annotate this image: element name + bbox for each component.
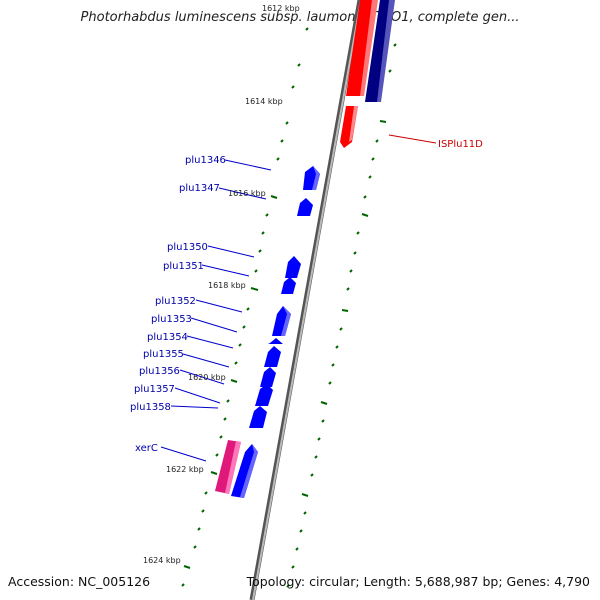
gene-label-plu1350[interactable]: plu1350 <box>167 242 208 253</box>
tick-label-1614: 1614 kbp <box>245 97 283 106</box>
gene-label-plu1356[interactable]: plu1356 <box>139 366 180 377</box>
gene-arrows <box>231 166 320 498</box>
gene-arrow-plu1355[interactable] <box>260 367 276 387</box>
genome-backbone <box>249 0 363 600</box>
accession-text: Accession: NC_005126 <box>8 574 151 589</box>
gene-label-plu1346[interactable]: plu1346 <box>185 155 226 166</box>
kbp-labels: 1612 kbp 1614 kbp 1616 kbp 1618 kbp 1620… <box>143 4 300 565</box>
gene-arrow-plu1347[interactable] <box>297 198 313 216</box>
gene-arrow-plu1357[interactable] <box>249 406 267 428</box>
inner-tick-ring <box>181 27 309 587</box>
gene-label-plu1352[interactable]: plu1352 <box>155 296 196 307</box>
gene-arrow-plu1353[interactable] <box>268 338 283 344</box>
gene-arrow-xerc[interactable] <box>231 444 258 498</box>
gene-label-plu1347[interactable]: plu1347 <box>179 183 220 194</box>
gene-label-plu1358[interactable]: plu1358 <box>130 402 171 413</box>
topology-summary-text: Topology: circular; Length: 5,688,987 bp… <box>246 574 590 589</box>
outer-tick-ring <box>286 43 397 588</box>
tick-label-1612: 1612 kbp <box>262 4 300 13</box>
red-feature-block[interactable] <box>346 0 376 96</box>
gene-label-plu1355[interactable]: plu1355 <box>143 349 184 360</box>
tick-label-1620: 1620 kbp <box>188 373 226 382</box>
outer-features <box>340 0 395 148</box>
gene-label-plu1357[interactable]: plu1357 <box>134 384 175 395</box>
tick-label-1622: 1622 kbp <box>166 465 204 474</box>
genome-title: Photorhabdus luminescens subsp. laumondi… <box>80 10 520 25</box>
gene-label-plu1354[interactable]: plu1354 <box>147 332 188 343</box>
gene-labels: plu1346 plu1347 plu1350 plu1351 plu1352 … <box>130 155 226 454</box>
tick-label-1624: 1624 kbp <box>143 556 181 565</box>
feature-label-isplu11d[interactable]: ISPlu11D <box>438 139 483 150</box>
gene-arrow-plu1351[interactable] <box>281 277 296 294</box>
gene-arrow-highlights <box>240 166 320 498</box>
gene-arrow-plu1354[interactable] <box>264 346 281 367</box>
tick-label-1618: 1618 kbp <box>208 281 246 290</box>
gene-arrow-plu1356[interactable] <box>255 384 273 406</box>
gene-label-plu1351[interactable]: plu1351 <box>163 261 204 272</box>
gene-leader-lines <box>160 159 272 462</box>
gene-label-plu1353[interactable]: plu1353 <box>151 314 192 325</box>
tick-label-1616: 1616 kbp <box>228 189 266 198</box>
gene-label-xerc[interactable]: xerC <box>135 443 158 454</box>
gene-arrow-plu1350[interactable] <box>285 256 301 278</box>
